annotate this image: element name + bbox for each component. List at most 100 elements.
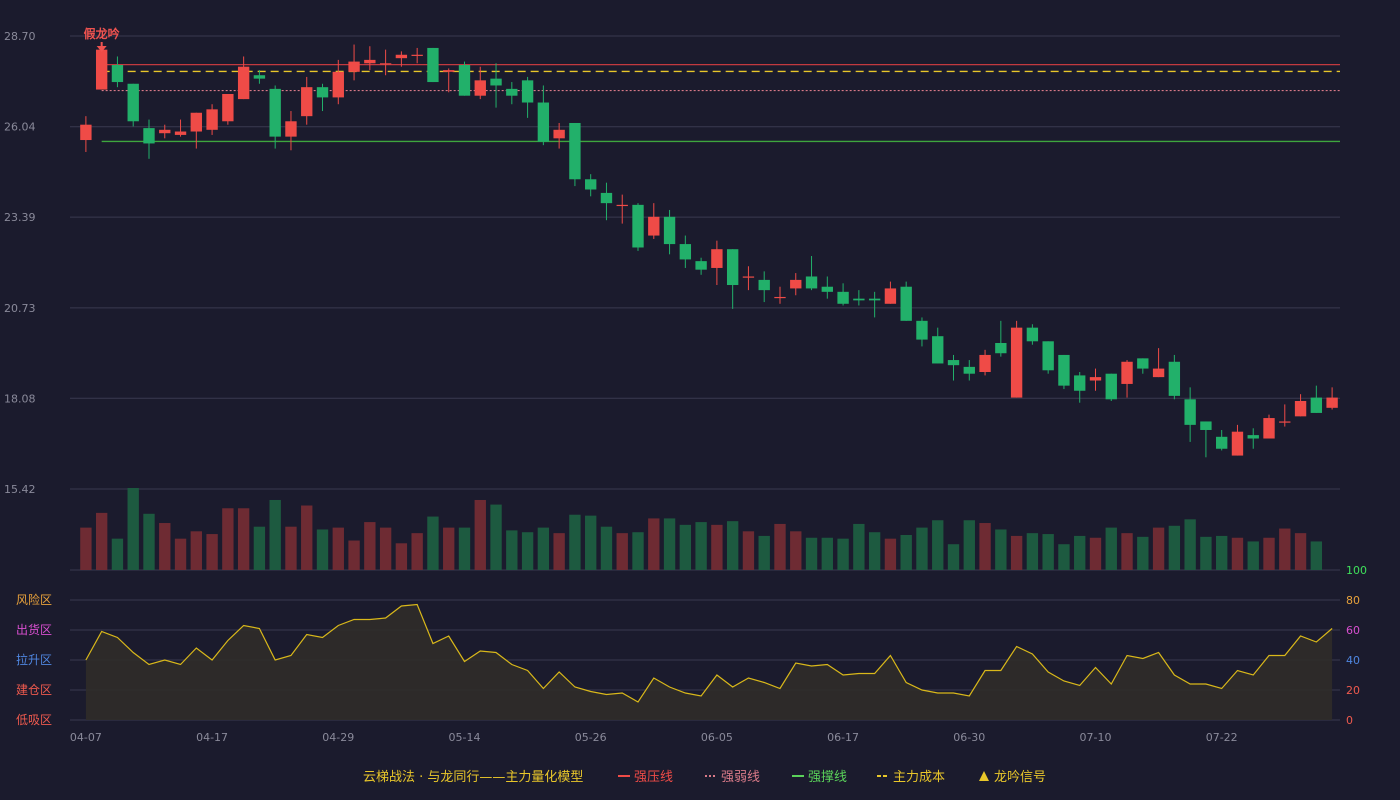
volume-bar: [332, 527, 344, 570]
volume-bar: [206, 534, 218, 570]
volume-bar: [474, 499, 486, 570]
legend-item: 强撑线: [792, 770, 847, 785]
candle-body: [648, 216, 660, 236]
volume-bar: [900, 534, 912, 570]
zone-label: 拉升区: [16, 652, 52, 667]
legend-item: 强弱线: [705, 770, 760, 785]
candle-body: [774, 296, 786, 299]
candle-body: [537, 102, 550, 142]
legend-item: 主力成本: [877, 770, 945, 785]
volume-bar: [458, 527, 471, 570]
candle-body: [159, 129, 171, 134]
signal-arrow-icon: [96, 46, 107, 52]
volume-bar: [1026, 533, 1039, 570]
candle-body: [253, 75, 266, 79]
legend-label: 主力成本: [893, 770, 945, 785]
candle-body: [1184, 399, 1196, 425]
volume-bar: [726, 521, 739, 570]
legend-title: 云梯战法 · 与龙同行——主力量化模型: [363, 770, 583, 785]
volume-bar: [521, 532, 534, 570]
candle-body: [411, 54, 423, 56]
volume-bar: [1089, 537, 1102, 570]
volume-bar: [253, 526, 266, 570]
candle-body: [979, 354, 991, 372]
volume-bar: [1121, 533, 1133, 570]
volume-bar: [663, 518, 676, 570]
volume-bar: [679, 524, 692, 570]
candle-body: [427, 47, 439, 83]
volume-bar: [222, 508, 234, 570]
volume-bar: [506, 530, 518, 570]
volume-bar: [805, 537, 818, 570]
candle-body: [616, 204, 628, 207]
date-tick-label: 07-22: [1206, 731, 1238, 744]
candlesticks: [80, 44, 1338, 458]
legend-label: 强弱线: [721, 770, 760, 785]
price-tick-label: 28.70: [4, 30, 36, 43]
date-tick-label: 04-07: [70, 731, 102, 744]
candle-body: [190, 112, 202, 132]
volume-bar: [616, 533, 628, 570]
volume-bar: [269, 499, 281, 570]
candle-body: [569, 122, 581, 180]
volume-bar: [821, 537, 833, 570]
candle-body: [663, 216, 676, 245]
candle-body: [348, 61, 360, 72]
candle-body: [884, 288, 897, 304]
volume-bar: [1294, 533, 1307, 570]
candle-body: [837, 291, 849, 304]
candle-body: [332, 71, 344, 98]
candle-body: [443, 70, 455, 72]
legend-triangle-icon: [979, 771, 989, 781]
candle-body: [1121, 361, 1133, 384]
volume-bar: [648, 518, 660, 570]
volume-bar: [758, 535, 770, 570]
candle-body: [379, 63, 392, 65]
volume-bar: [1263, 537, 1275, 570]
candle-body: [1263, 418, 1275, 439]
candle-body: [174, 131, 187, 135]
volume-bar: [127, 488, 139, 570]
date-tick-label: 06-05: [701, 731, 733, 744]
volume-bar: [1105, 527, 1117, 570]
volume-bar: [1058, 544, 1070, 570]
candle-body: [758, 279, 770, 291]
candle-body: [1105, 373, 1117, 400]
volume-bar: [1042, 534, 1054, 570]
candle-body: [632, 204, 644, 248]
volume-bar: [1247, 541, 1259, 570]
candle-body: [1137, 358, 1149, 369]
zone-label: 低吸区: [16, 713, 52, 727]
volume-bar: [790, 531, 802, 570]
volume-bar: [632, 532, 644, 570]
candle-body: [316, 87, 329, 98]
candle-body: [1168, 361, 1181, 396]
indicator-panel: [85, 603, 1333, 720]
candle-body: [80, 124, 92, 141]
candle-body: [458, 64, 471, 96]
volume-bar: [285, 526, 297, 570]
candle-body: [805, 276, 818, 289]
candle-body: [963, 366, 975, 374]
volume-bar: [600, 526, 613, 570]
volume-bar: [853, 523, 865, 570]
volume-bar: [884, 538, 897, 570]
signal-label: 假龙吟: [84, 26, 120, 41]
volume-bar: [553, 533, 565, 570]
date-tick-label: 06-17: [827, 731, 859, 744]
volume-bar: [585, 515, 597, 570]
volume-bar: [932, 520, 944, 570]
volume-bar: [80, 527, 92, 570]
volume-bar: [237, 508, 250, 570]
volume-bar: [316, 529, 329, 570]
candle-body: [711, 249, 723, 268]
price-tick-label: 15.42: [4, 483, 36, 496]
candle-body: [1010, 327, 1023, 398]
volume-bar: [364, 522, 376, 570]
legend-item: 强压线: [618, 770, 673, 785]
candle-body: [600, 192, 613, 204]
indicator-line: [85, 603, 1333, 703]
volume-bar: [695, 522, 707, 570]
zone-label: 风险区: [16, 592, 52, 607]
